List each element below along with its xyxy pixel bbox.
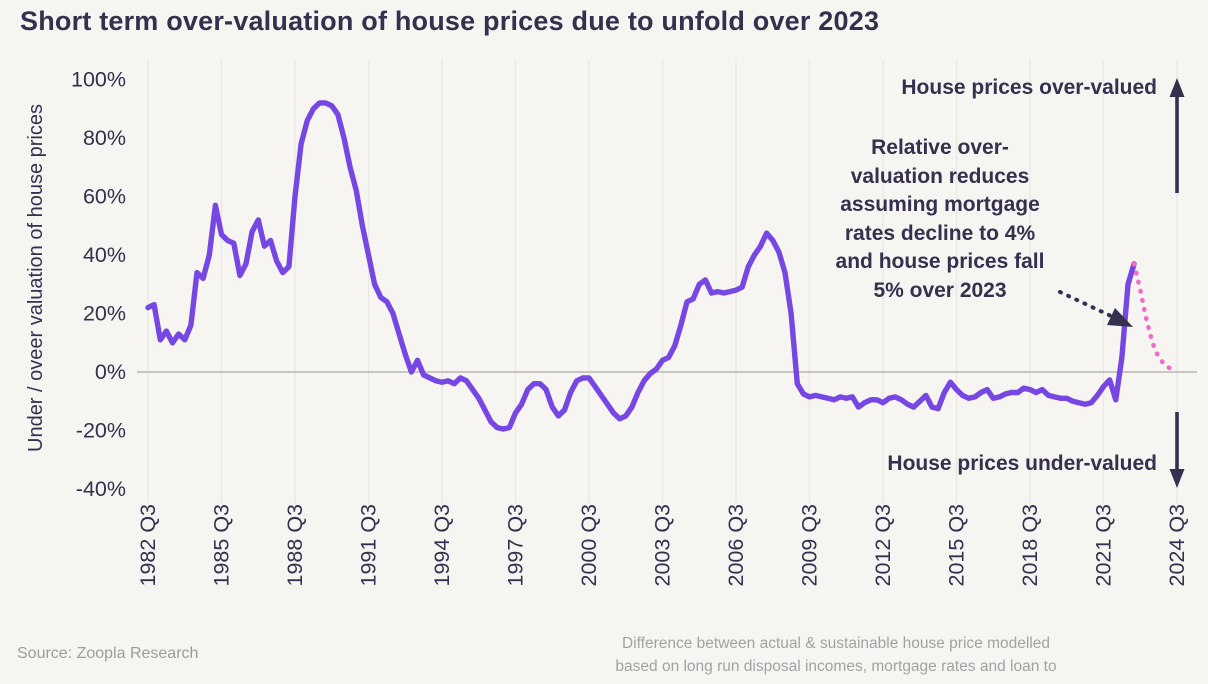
x-tick-label: 1994 Q3: [430, 504, 454, 587]
x-tick-label: 1982 Q3: [136, 504, 160, 587]
callout-arrow-head-icon: [1107, 308, 1133, 327]
x-tick-label: 2018 Q3: [1018, 504, 1042, 587]
actual-line: [145, 100, 1137, 432]
y-tick-label: -20%: [76, 419, 126, 443]
up-arrow-head-icon: [1169, 78, 1185, 97]
y-tick-label: 40%: [83, 243, 126, 267]
callout-annotation: Relative over- valuation reduces assumin…: [835, 136, 1045, 302]
x-tick-label: 2024 Q3: [1165, 504, 1189, 587]
x-tick-label: 1997 Q3: [504, 504, 528, 587]
x-tick-label: 1988 Q3: [283, 504, 307, 587]
x-tick-label: 2009 Q3: [798, 504, 822, 587]
source-attribution: Source: Zoopla Research: [17, 645, 199, 662]
y-tick-label: -40%: [76, 477, 126, 501]
y-tick-label: 60%: [83, 185, 126, 209]
over-valued-label: House prices over-valued: [901, 76, 1157, 99]
x-tick-label: 2021 Q3: [1092, 504, 1116, 587]
x-tick-label: 2012 Q3: [871, 504, 895, 587]
down-arrow-head-icon: [1169, 469, 1185, 488]
x-tick-label: 2000 Q3: [577, 504, 601, 587]
y-tick-label: 20%: [83, 302, 126, 326]
y-axis-title: Under / oveer valuation of house prices: [25, 104, 47, 452]
projection-line: [1131, 261, 1180, 374]
x-tick-label: 1985 Q3: [210, 504, 234, 587]
under-valued-label: House prices under-valued: [887, 452, 1157, 475]
y-tick-label: 80%: [83, 126, 126, 150]
footnote-text: Difference between actual & sustainable …: [615, 635, 1057, 675]
x-tick-label: 2003 Q3: [651, 504, 675, 587]
x-tick-label: 2015 Q3: [945, 504, 969, 587]
x-tick-label: 1991 Q3: [357, 504, 381, 587]
y-tick-label: 100%: [71, 68, 126, 92]
chart-title: Short term over-valuation of house price…: [20, 6, 880, 36]
y-tick-label: 0%: [95, 360, 126, 384]
x-tick-label: 2006 Q3: [724, 504, 748, 587]
callout-arrow-icon: [1058, 290, 1113, 318]
